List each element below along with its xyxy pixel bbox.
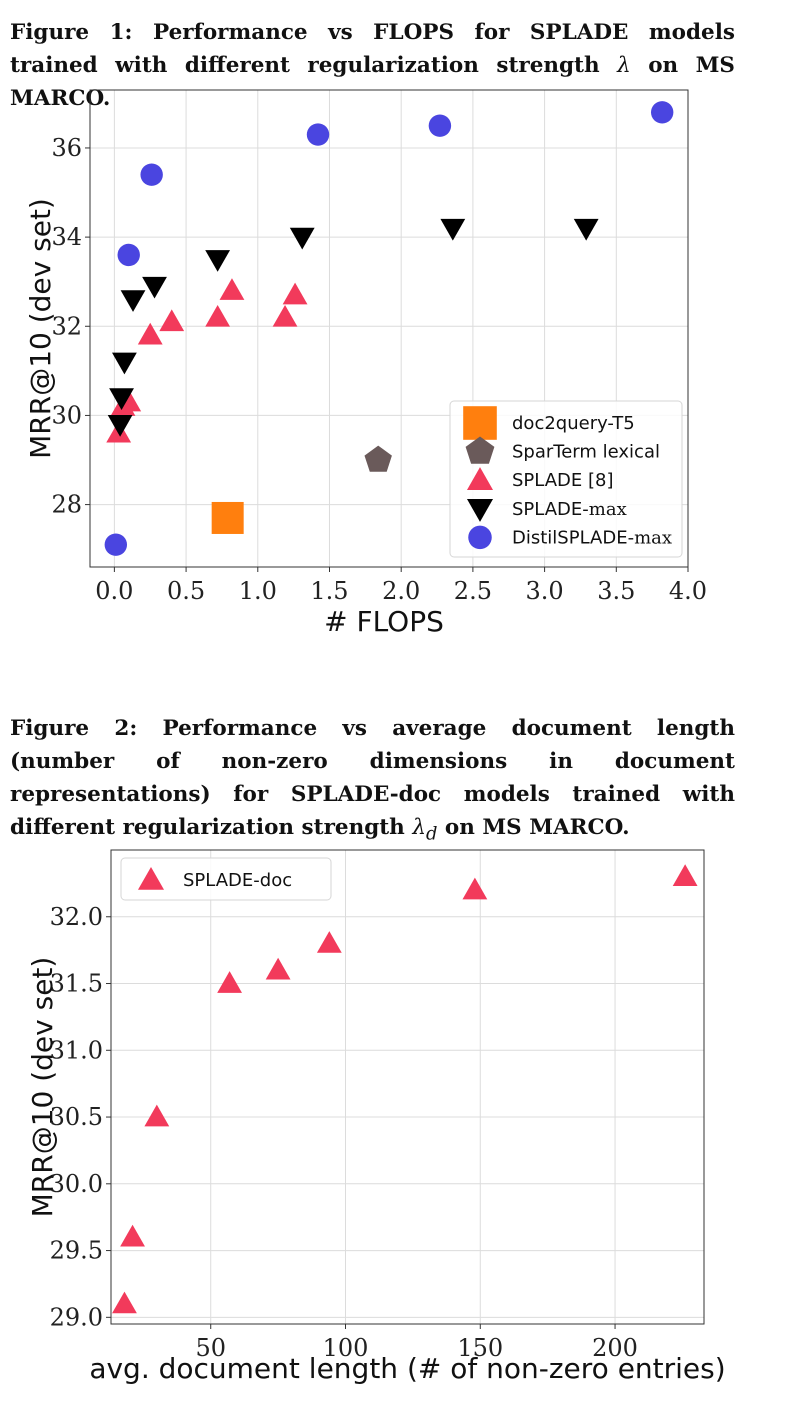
x-tick-label: 0.5 bbox=[167, 577, 205, 605]
x-tick-label: 3.5 bbox=[597, 577, 635, 605]
x-axis-label: # FLOPS bbox=[324, 605, 444, 638]
data-point bbox=[112, 1291, 137, 1314]
data-point bbox=[117, 243, 140, 267]
figure-2-chart: 50 100 150 200 29.0 29.5 30.0 30.5 31.0 31.5 32.0 a… bbox=[26, 849, 726, 1385]
legend-label: DistilSPLADE-max bbox=[512, 527, 672, 548]
figure-1-caption-end: on MS MARCO. bbox=[10, 53, 735, 111]
y-tick-label: 30 bbox=[51, 401, 82, 429]
data-point bbox=[112, 352, 137, 375]
x-tick-label: 4.0 bbox=[669, 577, 707, 605]
plot-frame bbox=[89, 89, 689, 568]
legend-marker bbox=[137, 866, 165, 890]
data-point bbox=[219, 278, 245, 300]
figure-1-caption: Figure 1: Performance vs FLOPS for SPLAD… bbox=[10, 16, 735, 115]
x-tick-label: 200 bbox=[592, 1334, 638, 1362]
data-point bbox=[205, 250, 231, 272]
x-tick-label: 0.0 bbox=[95, 577, 133, 605]
legend-marker bbox=[463, 406, 497, 440]
x-axis-label: avg. document length (# of non-zero entr… bbox=[89, 1352, 725, 1385]
data-point bbox=[137, 322, 163, 345]
y-tick-label: 32 bbox=[51, 312, 82, 340]
lambda-d-symbol: λd bbox=[412, 815, 438, 845]
figure-2-caption-text: Performance vs average document length (… bbox=[10, 716, 735, 840]
x-tick-label: 2.5 bbox=[454, 577, 492, 605]
figure-1-chart: 0.0 0.5 1.0 1.5 2.0 2.5 3.0 3.5 4.0 28 30 32 34 36 # F… bbox=[24, 89, 707, 638]
legend-marker bbox=[468, 525, 492, 550]
figure-2-caption: Figure 2: Performance vs average documen… bbox=[10, 712, 735, 850]
y-tick-label: 29.0 bbox=[50, 1303, 103, 1331]
legend: SPLADE-doc bbox=[120, 857, 332, 901]
data-point bbox=[573, 218, 599, 241]
x-tick-label: 2.0 bbox=[382, 577, 420, 605]
data-point bbox=[140, 163, 163, 186]
data-point bbox=[289, 227, 315, 250]
y-tick-label: 30.0 bbox=[50, 1170, 103, 1198]
data-point bbox=[120, 1224, 145, 1247]
y-tick-label: 36 bbox=[51, 134, 82, 162]
plot-frame bbox=[110, 849, 705, 1325]
plot-area: 0.0 0.5 1.0 1.5 2.0 2.5 3.0 3.5 4.0 28 30 32 34 36 # F… bbox=[24, 89, 707, 638]
y-tick-label: 28 bbox=[51, 491, 82, 519]
data-point bbox=[159, 309, 185, 332]
y-tick-label: 30.5 bbox=[50, 1103, 103, 1131]
data-point bbox=[144, 1104, 170, 1127]
data-point bbox=[428, 114, 452, 137]
data-point bbox=[107, 415, 133, 437]
figure-1-label: Figure 1: bbox=[10, 20, 133, 45]
figure-1-caption-text: Performance vs FLOPS for SPLADE models t… bbox=[10, 20, 735, 78]
legend-frame bbox=[449, 400, 683, 558]
data-point bbox=[211, 501, 244, 534]
legend-marker bbox=[465, 436, 495, 464]
legend-marker bbox=[466, 499, 494, 522]
figure-2-label: Figure 2: bbox=[10, 716, 138, 741]
data-point bbox=[462, 877, 488, 900]
x-tick-label: 3.0 bbox=[526, 577, 564, 605]
data-point bbox=[672, 864, 698, 887]
x-tick-label: 100 bbox=[323, 1334, 369, 1362]
data-point bbox=[104, 533, 128, 556]
x-tick-label: 1.5 bbox=[310, 577, 348, 605]
legend-marker bbox=[466, 467, 494, 490]
data-point bbox=[272, 304, 298, 327]
x-tick-label: 150 bbox=[457, 1334, 503, 1362]
legend-label: SPLADE-max bbox=[512, 499, 627, 520]
y-tick-label: 29.5 bbox=[50, 1237, 103, 1265]
data-point bbox=[440, 218, 466, 241]
y-tick-label: 31.5 bbox=[50, 970, 103, 998]
y-axis-label: MRR@10 (dev set) bbox=[26, 957, 59, 1218]
data-point bbox=[217, 971, 242, 993]
data-point bbox=[306, 123, 330, 146]
legend-label: SparTerm lexical bbox=[512, 442, 660, 463]
x-tick-label: 1.0 bbox=[239, 577, 277, 605]
y-axis-label: MRR@10 (dev set) bbox=[24, 198, 57, 459]
legend: doc2query-T5 SparTerm lexical SPLADE [8] SP… bbox=[449, 400, 683, 558]
y-tick-label: 32.0 bbox=[50, 903, 103, 931]
lambda-symbol: λ bbox=[617, 53, 631, 78]
legend-frame bbox=[120, 857, 332, 901]
legend-label-suffix: max bbox=[634, 527, 672, 548]
legend-label: doc2query-T5 bbox=[512, 413, 635, 434]
data-point bbox=[650, 101, 674, 124]
data-point bbox=[109, 388, 134, 410]
data-point bbox=[316, 931, 342, 953]
x-tick-label: 50 bbox=[195, 1334, 226, 1362]
legend-label: SPLADE-doc bbox=[183, 870, 292, 891]
data-point bbox=[364, 445, 392, 472]
data-point bbox=[205, 304, 231, 327]
y-tick-label: 31.0 bbox=[50, 1036, 103, 1064]
plot-area: 50 100 150 200 29.0 29.5 30.0 30.5 31.0 31.5 32.0 a… bbox=[26, 849, 726, 1385]
data-point bbox=[282, 282, 308, 305]
figure-2-caption-end: on MS MARCO. bbox=[444, 815, 630, 840]
legend-label-suffix: max bbox=[589, 499, 627, 520]
y-tick-label: 34 bbox=[51, 223, 82, 251]
data-point bbox=[120, 290, 146, 312]
data-point bbox=[265, 957, 291, 980]
data-point bbox=[142, 276, 167, 299]
legend-label: SPLADE [8] bbox=[512, 470, 614, 491]
